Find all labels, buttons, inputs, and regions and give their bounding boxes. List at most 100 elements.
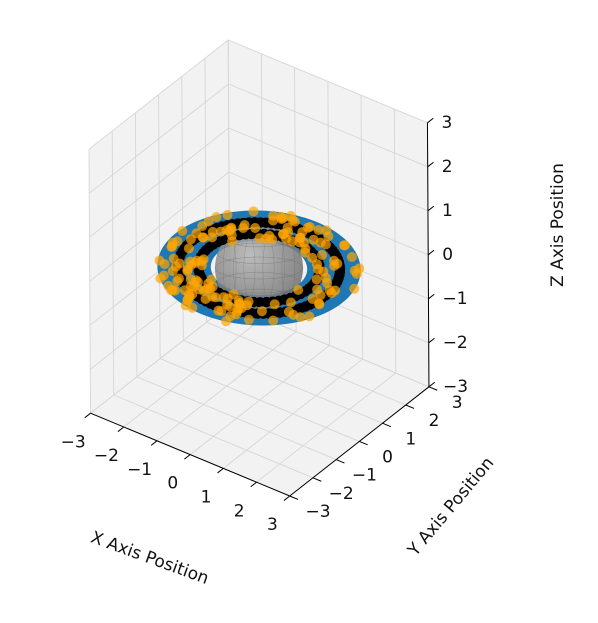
orange-point (304, 311, 315, 322)
orange-point (167, 237, 178, 248)
y-tick (382, 422, 392, 428)
z-axis-title: Z Axis Position (548, 163, 568, 287)
orange-point (248, 206, 259, 217)
orange-point (269, 299, 280, 310)
x-tick-label: 1 (201, 488, 212, 508)
x-tick-label: 3 (267, 515, 278, 535)
x-tick (150, 440, 158, 446)
orange-point (294, 237, 305, 248)
y-tick (335, 459, 345, 464)
y-axis-title: Y Axis Position (403, 453, 498, 561)
orange-point (261, 233, 271, 244)
x-tick (217, 468, 224, 474)
orange-point (321, 225, 332, 236)
orange-point (211, 212, 222, 222)
y-tick (359, 440, 368, 446)
z-tick-label: 3 (442, 113, 453, 133)
orange-point (191, 228, 202, 239)
orange-point (349, 283, 360, 294)
orange-point (207, 232, 218, 243)
y-tick-label: −2 (329, 484, 354, 504)
orange-point (308, 234, 319, 245)
z-tick-label: 2 (442, 157, 453, 177)
z-tick (428, 381, 436, 388)
orange-point (200, 294, 211, 304)
y-tick-label: −3 (305, 502, 330, 522)
y-tick-label: 2 (429, 411, 440, 431)
sphere-mesh-line (214, 256, 304, 280)
z-tick (427, 117, 434, 124)
orange-point (320, 239, 331, 250)
orange-point (307, 252, 318, 263)
orange-point (166, 285, 177, 296)
orange-point (188, 281, 199, 292)
z-tick (427, 205, 435, 212)
x-tick-label: −2 (94, 446, 119, 466)
x-tick (283, 495, 291, 501)
orange-point (257, 306, 267, 317)
z-tick-label: 1 (442, 201, 453, 221)
x-tick (84, 412, 91, 419)
orange-point (222, 299, 233, 310)
orange-point (243, 314, 254, 325)
y-tick-label: −1 (352, 466, 377, 486)
orange-point (276, 214, 287, 224)
z-tick (427, 161, 434, 168)
orange-point (340, 240, 350, 251)
orange-point (317, 250, 328, 260)
grid-line-y (204, 58, 406, 406)
x-tick-label: 0 (167, 474, 178, 494)
orange-point (184, 291, 195, 302)
orange-point (222, 209, 233, 220)
orange-point (250, 223, 261, 233)
z-tick (428, 293, 435, 300)
x-tick (250, 481, 257, 488)
x-tick (184, 454, 191, 460)
y-tick-label: 3 (452, 393, 463, 413)
y-tick (428, 386, 438, 391)
sphere-body (215, 224, 303, 312)
orange-point (313, 225, 324, 235)
orange-point (277, 229, 288, 240)
orange-point (354, 263, 365, 274)
orange-point (196, 256, 207, 267)
orange-point (311, 274, 322, 285)
orange-point (187, 302, 198, 313)
orange-point (314, 298, 325, 309)
orange-point (238, 223, 249, 233)
orange-point (300, 247, 311, 258)
orange-point (232, 306, 243, 317)
orange-scatter-points (154, 206, 365, 327)
y-tick-label: 1 (405, 429, 416, 449)
orange-point (182, 266, 193, 276)
y-tick (312, 477, 322, 482)
orange-point (346, 252, 357, 262)
x-tick-label: −3 (61, 432, 86, 452)
z-tick-label: −1 (443, 289, 468, 309)
orange-point (215, 226, 226, 237)
orange-point (293, 285, 304, 295)
orange-point (285, 297, 296, 308)
z-tick-label: −2 (443, 333, 468, 353)
z-tick-label: 0 (442, 245, 453, 265)
z-tick-label: −3 (443, 377, 468, 397)
sphere-mesh-line (217, 272, 301, 294)
grid-line-z (88, 39, 428, 150)
x-tick (117, 426, 125, 432)
orange-point (183, 243, 194, 254)
y-tick (405, 404, 415, 409)
orange-point (287, 215, 298, 226)
z-tick (427, 249, 435, 256)
orange-point (174, 258, 185, 269)
x-axis-title: X Axis Position (88, 528, 211, 589)
orange-point (320, 272, 331, 283)
orange-point (158, 270, 169, 281)
orange-point (197, 221, 208, 232)
orange-point (174, 273, 184, 284)
orange-point (329, 255, 339, 266)
y-tick (289, 495, 299, 500)
orange-point (216, 306, 227, 317)
orange-point (154, 255, 165, 266)
z-tick (428, 337, 435, 344)
